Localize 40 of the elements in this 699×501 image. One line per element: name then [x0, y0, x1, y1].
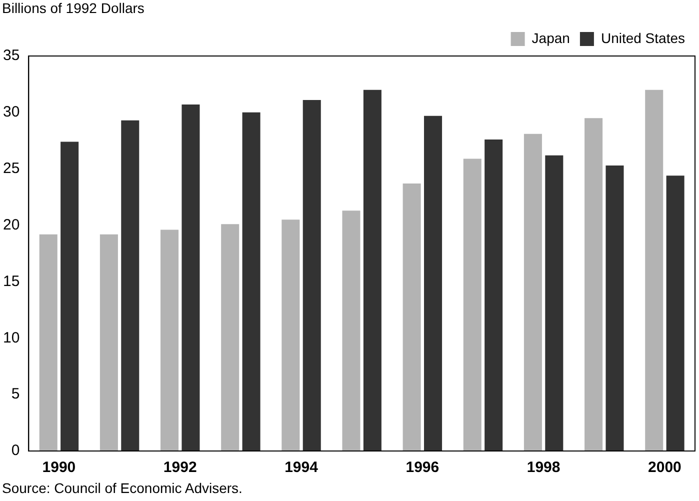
- x-tick-label: 1992: [163, 459, 197, 476]
- bar: [584, 118, 603, 451]
- bar: [242, 112, 260, 451]
- bar: [221, 224, 240, 451]
- y-tick-label: 30: [2, 104, 20, 121]
- bar: [160, 230, 179, 451]
- bar: [424, 116, 442, 451]
- bar: [545, 155, 564, 451]
- bar: [39, 234, 58, 451]
- y-tick-label: 20: [2, 216, 20, 234]
- bar: [282, 220, 300, 451]
- bar: [524, 134, 542, 451]
- bar: [463, 158, 482, 451]
- bar: [100, 234, 118, 451]
- y-tick-label: 10: [2, 329, 20, 346]
- bar: [60, 142, 79, 451]
- bar: [402, 184, 421, 451]
- y-tick-label: 15: [2, 272, 20, 290]
- bar: [645, 90, 664, 451]
- legend-label: United States: [600, 30, 686, 46]
- x-tick-label: 1994: [284, 459, 319, 476]
- legend-label: Japan: [532, 30, 570, 46]
- source-note: Source: Council of Economic Advisers.: [1, 480, 244, 496]
- y-tick-label: 5: [11, 386, 20, 403]
- y-tick-label: 25: [2, 160, 20, 177]
- bar: [484, 140, 503, 451]
- bar: [342, 210, 360, 451]
- bar: [302, 100, 321, 451]
- bar: [363, 90, 382, 451]
- bar: [182, 104, 200, 451]
- y-tick-label: 0: [11, 442, 20, 460]
- y-axis-title: Billions of 1992 Dollars: [1, 0, 146, 18]
- x-tick-label: 1996: [406, 459, 440, 476]
- x-tick-label: 1998: [526, 459, 560, 476]
- bar: [121, 120, 140, 451]
- bar: [666, 176, 684, 451]
- bar: [606, 165, 624, 451]
- x-tick-label: 2000: [648, 459, 682, 476]
- y-tick-label: 35: [2, 47, 20, 64]
- x-tick-label: 1990: [42, 459, 76, 476]
